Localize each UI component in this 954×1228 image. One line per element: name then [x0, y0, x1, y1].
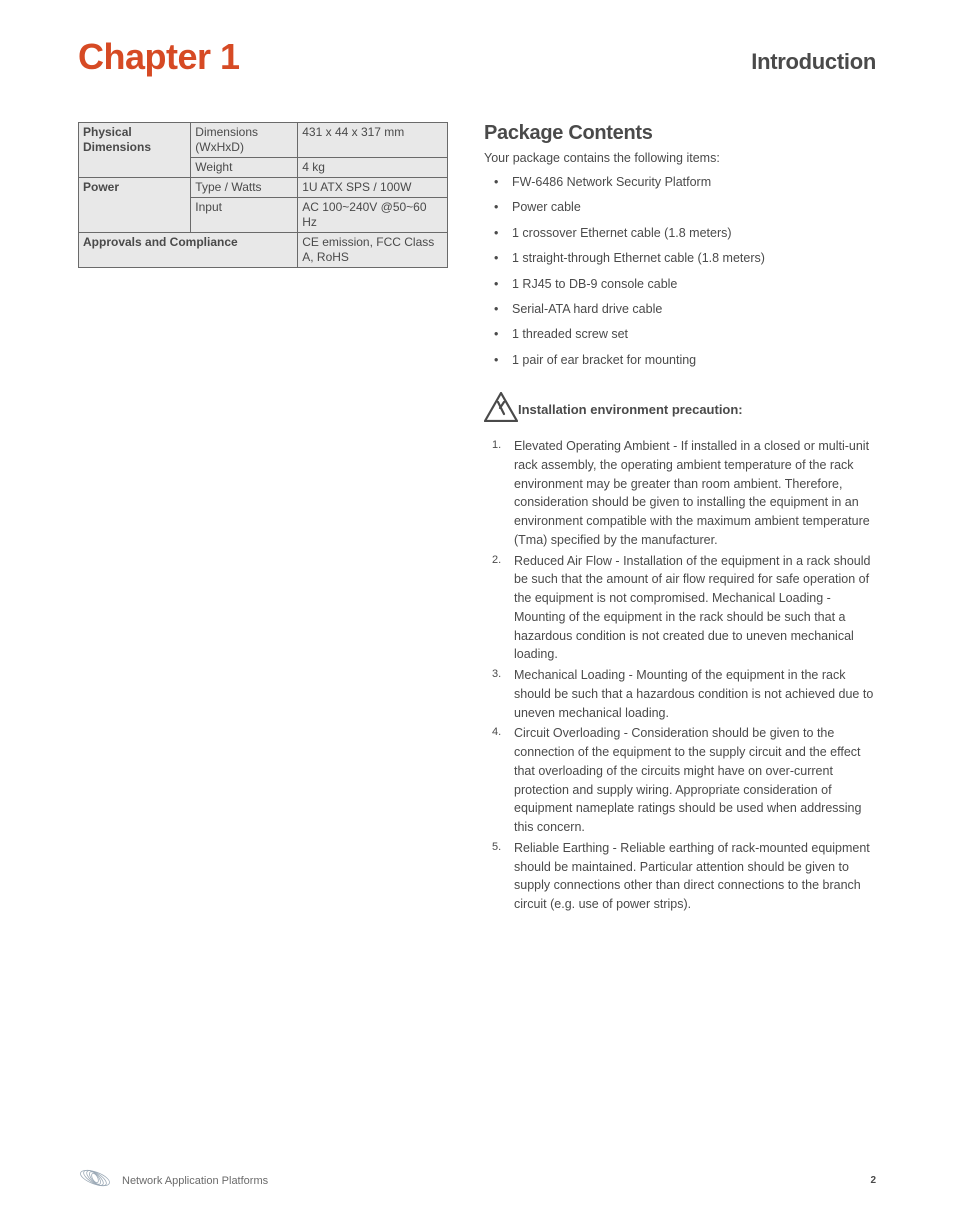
precaution-list: Elevated Operating Ambient - If installe…: [484, 437, 876, 914]
package-contents-heading: Package Contents: [484, 122, 876, 145]
list-item: 1 straight-through Ethernet cable (1.8 m…: [484, 249, 876, 268]
list-item: FW-6486 Network Security Platform: [484, 173, 876, 192]
spec-value: AC 100~240V @50~60 Hz: [298, 198, 448, 233]
page: Chapter 1 Introduction Physical Dimensio…: [0, 0, 954, 1228]
spec-value: 4 kg: [298, 158, 448, 178]
spec-subcategory: Dimensions (WxHxD): [191, 123, 298, 158]
swirl-icon: [78, 1161, 112, 1200]
list-item: Mechanical Loading - Mounting of the equ…: [484, 666, 876, 722]
package-intro: Your package contains the following item…: [484, 151, 876, 165]
precaution-label: Installation environment precaution:: [518, 402, 743, 417]
page-footer: Network Application Platforms 2: [78, 1161, 876, 1200]
spec-value: 1U ATX SPS / 100W: [298, 178, 448, 198]
table-row: Approvals and Compliance CE emission, FC…: [79, 233, 448, 268]
table-row: Power Type / Watts 1U ATX SPS / 100W: [79, 178, 448, 198]
footer-left: Network Application Platforms: [78, 1161, 268, 1200]
list-item: Reliable Earthing - Reliable earthing of…: [484, 839, 876, 914]
list-item: 1 threaded screw set: [484, 325, 876, 344]
right-column: Package Contents Your package contains t…: [484, 122, 876, 916]
list-item: 1 pair of ear bracket for mounting: [484, 351, 876, 370]
section-title: Introduction: [751, 49, 876, 75]
table-row: Physical Dimensions Dimensions (WxHxD) 4…: [79, 123, 448, 158]
page-number: 2: [870, 1175, 876, 1186]
warning-icon: [484, 392, 518, 427]
content-columns: Physical Dimensions Dimensions (WxHxD) 4…: [78, 122, 876, 916]
footer-text: Network Application Platforms: [122, 1175, 268, 1187]
spec-subcategory: Weight: [191, 158, 298, 178]
spec-table: Physical Dimensions Dimensions (WxHxD) 4…: [78, 122, 448, 268]
list-item: 1 crossover Ethernet cable (1.8 meters): [484, 224, 876, 243]
spec-subcategory: Input: [191, 198, 298, 233]
package-list: FW-6486 Network Security Platform Power …: [484, 173, 876, 370]
spec-value: 431 x 44 x 317 mm: [298, 123, 448, 158]
list-item: Elevated Operating Ambient - If installe…: [484, 437, 876, 550]
spec-subcategory: Type / Watts: [191, 178, 298, 198]
list-item: 1 RJ45 to DB-9 console cable: [484, 275, 876, 294]
chapter-title: Chapter 1: [78, 36, 240, 78]
spec-category: Approvals and Compliance: [79, 233, 298, 268]
left-column: Physical Dimensions Dimensions (WxHxD) 4…: [78, 122, 448, 916]
precaution-header: Installation environment precaution:: [484, 392, 876, 427]
list-item: Power cable: [484, 198, 876, 217]
spec-category: Physical Dimensions: [79, 123, 191, 178]
spec-category: Power: [79, 178, 191, 233]
page-header: Chapter 1 Introduction: [78, 36, 876, 78]
spec-value: CE emission, FCC Class A, RoHS: [298, 233, 448, 268]
list-item: Serial-ATA hard drive cable: [484, 300, 876, 319]
list-item: Reduced Air Flow - Installation of the e…: [484, 552, 876, 665]
list-item: Circuit Overloading - Consideration shou…: [484, 724, 876, 837]
